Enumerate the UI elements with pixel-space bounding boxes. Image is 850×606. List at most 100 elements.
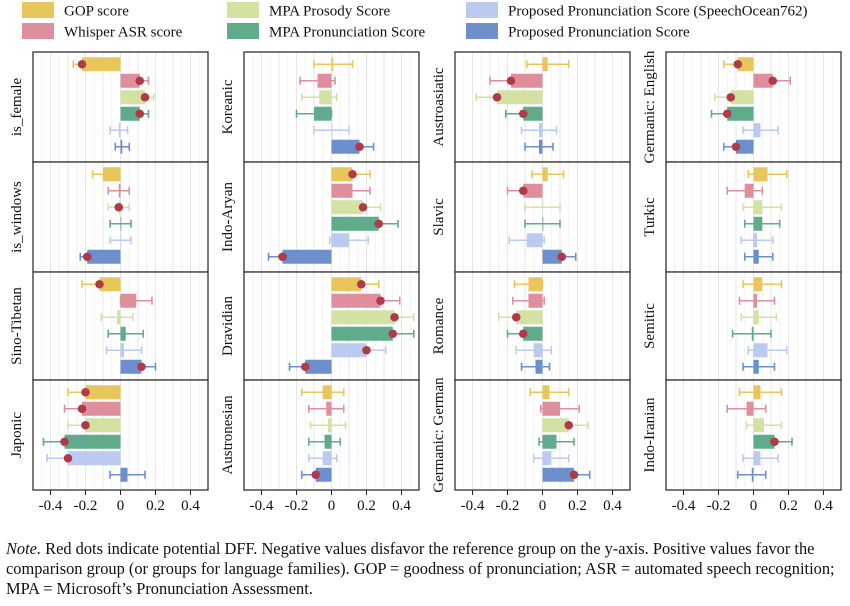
x-tick-label: -0.4 — [250, 498, 274, 514]
dff-dot-indo-aryan-gop — [348, 169, 357, 179]
dff-dot-japonic-mpa — [60, 437, 69, 447]
x-tick-label: 0.2 — [357, 498, 376, 514]
dff-dot-sino-tibetan-gop — [95, 279, 104, 289]
legend-swatch-mpa — [227, 23, 259, 39]
x-tick-label: 0.2 — [568, 498, 587, 514]
legend-swatch-prop762 — [466, 2, 498, 18]
dff-dot-is-female-prosody — [140, 92, 150, 102]
bar-japonic-prop762 — [68, 451, 121, 466]
x-tick-label: 0.4 — [814, 498, 833, 514]
x-tick-label: -0.4 — [461, 498, 485, 514]
x-tick-label: -0.2 — [707, 498, 731, 514]
dff-dot-austroasiatic-asr — [506, 76, 516, 86]
x-tick-label: 0.2 — [779, 498, 798, 514]
figure-note: Note. Red dots indicate potential DFF. N… — [6, 539, 846, 599]
dff-dot-austroasiatic-prosody — [492, 92, 502, 102]
panel-label-semitic: Semitic — [642, 303, 658, 349]
dff-dot-germanic-english-asr — [768, 76, 778, 86]
dff-dot-germanic-english-prosody — [726, 92, 736, 102]
dff-dot-dravidian-prosody — [390, 312, 399, 322]
panel-label-slavic: Slavic — [431, 198, 447, 236]
dff-dot-sino-tibetan-proposed — [137, 362, 146, 372]
legend-label-gop: GOP score — [64, 4, 129, 20]
dff-chart: GOP score Whisper ASR score MPA Prosody Sc… — [9, 2, 842, 514]
legend-swatch-asr — [22, 23, 54, 39]
panel-label-austroasiatic: Austroasiatic — [431, 67, 447, 146]
dff-dot-dravidian-gop — [356, 279, 366, 289]
x-tick-label: 0.4 — [392, 498, 411, 514]
dff-dot-japonic-prosody — [81, 420, 90, 430]
bar-is-female-gop — [82, 57, 121, 72]
dff-dot-slavic-proposed — [557, 252, 567, 262]
dff-dot-germanic-german-prosody — [564, 420, 574, 430]
dff-dot-japonic-asr — [77, 404, 87, 414]
dff-dot-indo-aryan-mpa — [374, 219, 384, 229]
dff-dot-japonic-gop — [81, 387, 90, 397]
x-tick-label: 0 — [328, 498, 336, 514]
legend-label-mpa: MPA Pronunciation Score — [269, 25, 425, 41]
x-tick-label: 0 — [750, 498, 758, 514]
bar-dravidian-mpa — [331, 326, 393, 341]
bar-indo-aryan-mpa — [331, 216, 379, 231]
dff-dot-dravidian-proposed — [300, 362, 310, 372]
bar-is-female-prosody — [120, 90, 145, 105]
dff-dot-dravidian-prop762 — [362, 345, 371, 355]
dff-dot-germanic-english-gop — [733, 59, 743, 69]
x-tick-label: -0.4 — [39, 498, 63, 514]
legend-label-prosody: MPA Prosody Score — [269, 4, 390, 20]
dff-dot-is-female-asr — [135, 76, 145, 86]
x-tick-label: 0.4 — [603, 498, 622, 514]
panel-label-koreanic: Koreanic — [220, 79, 236, 134]
dff-dot-dravidian-asr — [376, 296, 385, 306]
dff-dot-indo-iranian-mpa — [770, 437, 779, 447]
bar-austroasiatic-prosody — [497, 90, 543, 105]
x-tick-label: -0.2 — [74, 498, 98, 514]
dff-dot-dravidian-mpa — [388, 329, 398, 339]
dff-dot-japonic-prop762 — [63, 453, 73, 463]
x-tick-label: -0.2 — [496, 498, 520, 514]
bar-indo-aryan-proposed — [282, 249, 332, 264]
bar-is-female-asr — [120, 73, 140, 88]
panel-label-romance: Romance — [431, 297, 447, 354]
panel-label-dravidian: Dravidian — [220, 296, 236, 356]
panel-label-is-windows: is_windows — [9, 181, 25, 253]
dff-dot-is-female-gop — [77, 59, 87, 69]
legend-swatch-gop — [22, 2, 54, 18]
panel-label-austronesian: Austronesian — [220, 395, 236, 475]
bar-is-female-mpa — [120, 106, 140, 121]
panel-label-germanic-english: Germanic: English — [642, 50, 658, 163]
panel-label-sino-tibetan: Sino-Tibetan — [9, 287, 25, 365]
x-tick-label: 0 — [539, 498, 547, 514]
panel-label-germanic-german: Germanic: German — [431, 377, 447, 493]
legend-swatch-proposed — [466, 23, 498, 39]
x-tick-label: 0 — [117, 498, 125, 514]
dff-dot-germanic-english-proposed — [731, 142, 741, 152]
x-tick-label: 0.2 — [146, 498, 165, 514]
legend-label-asr: Whisper ASR score — [64, 25, 183, 41]
panel-label-turkic: Turkic — [642, 197, 658, 237]
panel-label-japonic: Japonic — [9, 412, 25, 458]
note-prefix: Note. — [6, 539, 42, 558]
panel-label-indo-iranian: Indo-Iranian — [642, 397, 658, 472]
dff-dot-germanic-german-proposed — [569, 470, 579, 480]
legend-label-prop762: Proposed Pronunciation Score (SpeechOcea… — [508, 4, 808, 20]
x-tick-label: -0.2 — [285, 498, 309, 514]
dff-dot-germanic-english-mpa — [722, 109, 732, 119]
dff-dot-koreanic-proposed — [355, 142, 364, 152]
x-tick-label: -0.4 — [672, 498, 696, 514]
panel-label-is-female: is_female — [9, 78, 25, 137]
dff-dot-indo-aryan-prosody — [358, 202, 368, 212]
dff-dot-is-windows-prosody — [114, 202, 124, 212]
dff-dot-austronesian-proposed — [311, 470, 321, 480]
bar-is-windows-proposed — [87, 249, 121, 264]
dff-dot-slavic-asr — [518, 186, 528, 196]
dff-dot-romance-prosody — [511, 312, 521, 322]
dff-dot-is-female-mpa — [135, 109, 145, 119]
dff-dot-is-windows-proposed — [82, 252, 92, 262]
bar-japonic-asr — [82, 401, 121, 416]
bar-dravidian-prosody — [331, 310, 395, 325]
panel-label-indo-aryan: Indo-Aryan — [220, 182, 236, 252]
note-text: Red dots indicate potential DFF. Negativ… — [6, 539, 835, 598]
legend-label-proposed: Proposed Pronunciation Score — [508, 25, 690, 41]
legend-swatch-prosody — [227, 2, 259, 18]
